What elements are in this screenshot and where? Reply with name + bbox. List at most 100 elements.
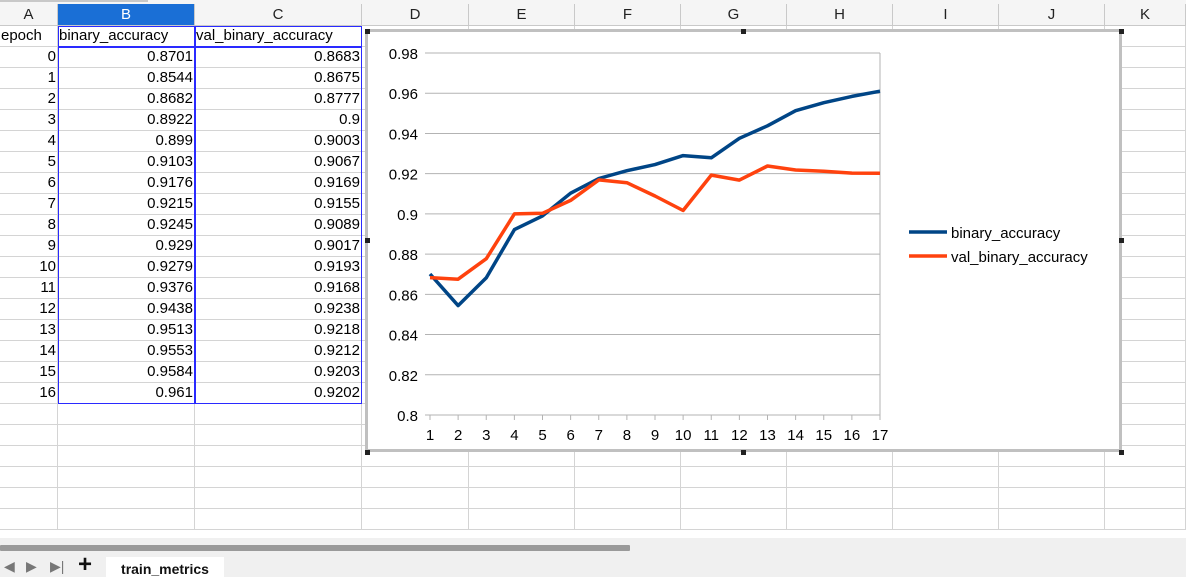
column-header-j[interactable]: J: [999, 4, 1105, 26]
cell[interactable]: [787, 509, 893, 530]
cell[interactable]: [58, 446, 195, 467]
cell[interactable]: [195, 446, 362, 467]
cell[interactable]: [58, 425, 195, 446]
last-sheet-icon[interactable]: ▶|: [50, 558, 65, 574]
data-cell[interactable]: 10: [0, 257, 58, 278]
resize-handle[interactable]: [365, 29, 370, 34]
resize-handle[interactable]: [741, 29, 746, 34]
data-cell[interactable]: 4: [0, 131, 58, 152]
cell[interactable]: [469, 446, 575, 467]
data-cell[interactable]: 11: [0, 278, 58, 299]
cell[interactable]: [469, 488, 575, 509]
data-cell[interactable]: 2: [0, 89, 58, 110]
data-cell[interactable]: 0: [0, 47, 58, 68]
cell[interactable]: [58, 467, 195, 488]
cell[interactable]: [681, 488, 787, 509]
data-cell[interactable]: 1: [0, 68, 58, 89]
cell[interactable]: [1105, 467, 1186, 488]
data-cell[interactable]: 0.9438: [58, 299, 195, 320]
data-cell[interactable]: 8: [0, 215, 58, 236]
data-cell[interactable]: 0.9155: [195, 194, 362, 215]
data-cell[interactable]: 0.9089: [195, 215, 362, 236]
cell[interactable]: [195, 404, 362, 425]
resize-handle[interactable]: [741, 450, 746, 455]
data-cell[interactable]: 0.9584: [58, 362, 195, 383]
data-cell[interactable]: 7: [0, 194, 58, 215]
cell[interactable]: [362, 446, 469, 467]
data-cell[interactable]: 0.8675: [195, 68, 362, 89]
cell[interactable]: [58, 488, 195, 509]
column-header-b[interactable]: B: [58, 4, 195, 26]
cell[interactable]: [58, 509, 195, 530]
cell[interactable]: [0, 488, 58, 509]
data-cell[interactable]: 0.9168: [195, 278, 362, 299]
cell[interactable]: [469, 509, 575, 530]
column-header-k[interactable]: K: [1105, 4, 1186, 26]
cell[interactable]: [681, 446, 787, 467]
resize-handle[interactable]: [365, 450, 370, 455]
data-cell[interactable]: 6: [0, 173, 58, 194]
cell[interactable]: [893, 509, 999, 530]
column-header-i[interactable]: I: [893, 4, 999, 26]
first-sheet-icon[interactable]: ◀: [4, 558, 15, 574]
header-cell-c[interactable]: val_binary_accuracy: [195, 26, 362, 47]
data-cell[interactable]: 0.9067: [195, 152, 362, 173]
cell[interactable]: [195, 488, 362, 509]
cell[interactable]: [787, 467, 893, 488]
data-cell[interactable]: 0.8777: [195, 89, 362, 110]
cell[interactable]: [362, 467, 469, 488]
cell[interactable]: [999, 488, 1105, 509]
data-cell[interactable]: 0.9169: [195, 173, 362, 194]
data-cell[interactable]: 15: [0, 362, 58, 383]
data-cell[interactable]: 0.899: [58, 131, 195, 152]
data-cell[interactable]: 0.9245: [58, 215, 195, 236]
data-cell[interactable]: 0.9003: [195, 131, 362, 152]
data-cell[interactable]: 12: [0, 299, 58, 320]
column-header-e[interactable]: E: [469, 4, 575, 26]
cell[interactable]: [893, 467, 999, 488]
cell[interactable]: [893, 488, 999, 509]
data-cell[interactable]: 0.9193: [195, 257, 362, 278]
data-cell[interactable]: 0.9: [195, 110, 362, 131]
cell[interactable]: [195, 509, 362, 530]
cell[interactable]: [58, 404, 195, 425]
cell[interactable]: [575, 509, 681, 530]
cell[interactable]: [1105, 488, 1186, 509]
cell[interactable]: [0, 467, 58, 488]
next-sheet-icon[interactable]: ▶: [26, 558, 37, 574]
cell[interactable]: [195, 425, 362, 446]
data-cell[interactable]: 0.9238: [195, 299, 362, 320]
cell[interactable]: [787, 488, 893, 509]
data-cell[interactable]: 0.9513: [58, 320, 195, 341]
column-header-f[interactable]: F: [575, 4, 681, 26]
data-cell[interactable]: 0.9103: [58, 152, 195, 173]
cell[interactable]: [575, 467, 681, 488]
data-cell[interactable]: 3: [0, 110, 58, 131]
cell[interactable]: [787, 446, 893, 467]
cell[interactable]: [0, 446, 58, 467]
cell[interactable]: [0, 509, 58, 530]
data-cell[interactable]: 0.9212: [195, 341, 362, 362]
column-header-a[interactable]: A: [0, 4, 58, 26]
cell[interactable]: [999, 509, 1105, 530]
sheet-tab-train-metrics[interactable]: train_metrics: [106, 557, 224, 579]
resize-handle[interactable]: [1119, 238, 1124, 243]
cell[interactable]: [681, 467, 787, 488]
data-cell[interactable]: 0.929: [58, 236, 195, 257]
resize-handle[interactable]: [365, 238, 370, 243]
cell[interactable]: [893, 446, 999, 467]
column-header-g[interactable]: G: [681, 4, 787, 26]
cell[interactable]: [0, 404, 58, 425]
header-cell-a[interactable]: epoch: [0, 26, 58, 47]
resize-handle[interactable]: [1119, 29, 1124, 34]
data-cell[interactable]: 0.8683: [195, 47, 362, 68]
data-cell[interactable]: 0.9215: [58, 194, 195, 215]
column-header-h[interactable]: H: [787, 4, 893, 26]
data-cell[interactable]: 0.9218: [195, 320, 362, 341]
cell[interactable]: [999, 446, 1105, 467]
cell[interactable]: [1105, 509, 1186, 530]
data-cell[interactable]: 0.8701: [58, 47, 195, 68]
data-cell[interactable]: 0.8682: [58, 89, 195, 110]
horizontal-scrollbar[interactable]: [0, 545, 630, 551]
data-cell[interactable]: 14: [0, 341, 58, 362]
